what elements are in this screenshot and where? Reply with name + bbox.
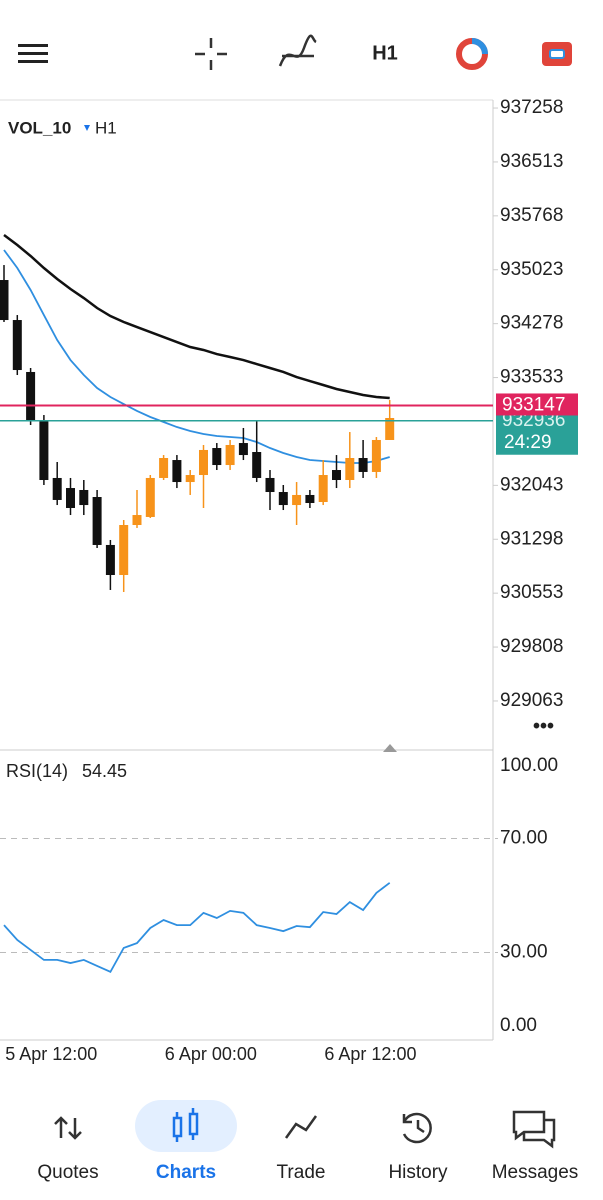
crosshair-button[interactable] bbox=[195, 38, 227, 70]
candle-body bbox=[345, 458, 355, 481]
rsi-tick-label: 0.00 bbox=[500, 1015, 537, 1036]
candle-body bbox=[0, 280, 9, 321]
bid-label: 933147 bbox=[502, 394, 565, 415]
icon-inner bbox=[549, 49, 565, 59]
candle-body bbox=[145, 477, 155, 517]
price-tick-label: 929063 bbox=[500, 690, 563, 711]
active-tab-pill bbox=[135, 1100, 237, 1152]
candle-body bbox=[159, 458, 169, 478]
price-tick-label: 932043 bbox=[500, 474, 563, 495]
symbol[interactable]: VOL_10 bbox=[8, 118, 71, 137]
candle-body bbox=[119, 525, 129, 576]
rsi-tick-label: 100.00 bbox=[500, 755, 558, 776]
candle-body bbox=[371, 439, 381, 472]
price-tick-label: 937258 bbox=[500, 97, 563, 118]
nav-tab[interactable]: Charts bbox=[156, 1162, 216, 1183]
chart-timeframe: H1 bbox=[95, 118, 117, 137]
messages-icon bbox=[512, 1110, 556, 1149]
rsi-line bbox=[3, 882, 391, 974]
price-tick-label: 936513 bbox=[500, 151, 563, 172]
timeframe-button[interactable]: H1 bbox=[372, 42, 398, 64]
panel-resize-handle[interactable] bbox=[383, 744, 397, 752]
price-tick-label: 934278 bbox=[500, 313, 563, 334]
nav-tab[interactable]: History bbox=[388, 1162, 448, 1183]
candle-body bbox=[132, 515, 142, 526]
menu-button[interactable] bbox=[18, 44, 48, 63]
candle-body bbox=[66, 488, 75, 509]
candle-body bbox=[172, 460, 182, 483]
nav-tab[interactable]: Messages bbox=[492, 1162, 579, 1183]
nav-tab[interactable]: Quotes bbox=[37, 1162, 98, 1183]
candle-body bbox=[332, 470, 341, 481]
price-tick-label: 930553 bbox=[500, 582, 563, 603]
trade-type-button[interactable] bbox=[456, 38, 488, 70]
price-tick-label: 935023 bbox=[500, 259, 563, 280]
candle-body bbox=[52, 477, 62, 500]
one-click-button[interactable] bbox=[542, 42, 572, 66]
menu-bar bbox=[18, 52, 48, 55]
more-button[interactable]: ••• bbox=[533, 715, 554, 737]
candle-body bbox=[26, 371, 36, 421]
candle-body bbox=[92, 497, 102, 545]
symbol-dropdown[interactable] bbox=[84, 125, 90, 131]
countdown: 24:29 bbox=[504, 432, 552, 453]
time-tick-label: 6 Apr 12:00 bbox=[324, 1044, 416, 1064]
candle-body bbox=[318, 475, 328, 502]
trade-icon bbox=[284, 1115, 318, 1139]
rsi-value: 54.45 bbox=[82, 761, 127, 781]
moving-average bbox=[3, 234, 390, 400]
candle-body bbox=[105, 544, 115, 576]
candle-body bbox=[252, 452, 262, 478]
charts-icon bbox=[175, 1108, 195, 1142]
candle-body bbox=[358, 458, 368, 472]
rsi-tick-label: 30.00 bbox=[500, 942, 548, 963]
candle-body bbox=[12, 320, 22, 371]
icon-arc bbox=[471, 38, 488, 55]
candle-body bbox=[385, 417, 395, 440]
nav-tab[interactable]: Trade bbox=[277, 1162, 326, 1183]
candle-body bbox=[79, 489, 89, 506]
price-tick-label: 935768 bbox=[500, 205, 563, 226]
candle-body bbox=[212, 448, 222, 466]
rsi-tick-label: 70.00 bbox=[500, 828, 548, 849]
history-icon bbox=[402, 1112, 432, 1144]
candle-body bbox=[225, 444, 235, 466]
moving-average bbox=[3, 249, 390, 464]
candle-body bbox=[305, 494, 315, 504]
menu-bar bbox=[18, 44, 48, 47]
time-tick-label: 6 Apr 00:00 bbox=[165, 1044, 257, 1064]
quotes-icon bbox=[54, 1116, 82, 1140]
indicators-button[interactable] bbox=[278, 34, 317, 67]
candle-body bbox=[292, 494, 302, 506]
menu-bar bbox=[18, 60, 48, 63]
time-tick-label: 5 Apr 12:00 bbox=[5, 1044, 97, 1064]
candle-body bbox=[185, 475, 195, 483]
rsi-title: RSI(14) bbox=[6, 761, 68, 781]
price-tick-label: 933533 bbox=[500, 367, 563, 388]
price-tick-label: 929808 bbox=[500, 636, 563, 657]
ask-label-box bbox=[496, 410, 578, 455]
price-tick-label: 931298 bbox=[500, 528, 563, 549]
candle-body bbox=[39, 420, 49, 481]
candle-body bbox=[265, 477, 275, 493]
candle-body bbox=[199, 449, 208, 476]
candle-body bbox=[278, 492, 288, 506]
candle-body bbox=[238, 443, 248, 456]
bid-label-box bbox=[496, 393, 578, 416]
